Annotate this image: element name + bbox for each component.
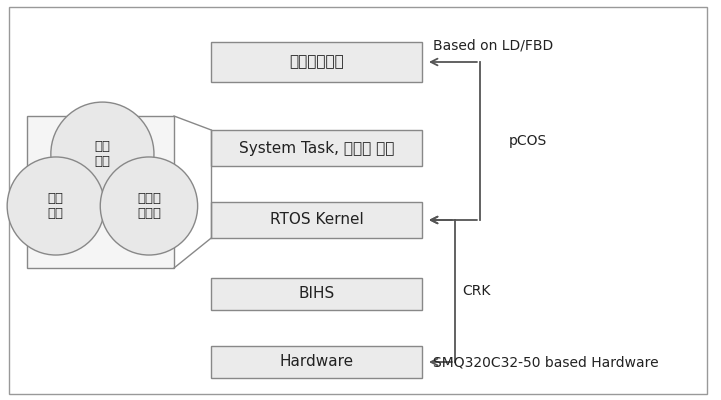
Text: 태스크
간통신: 태스크 간통신 [137,192,161,220]
Bar [211,346,423,378]
Ellipse shape [7,157,105,255]
Text: 문맥
전환: 문맥 전환 [48,192,64,220]
Text: CRK: CRK [462,284,490,298]
Bar [211,202,423,238]
Bar [27,116,174,268]
Text: Based on LD/FBD: Based on LD/FBD [433,39,554,53]
Ellipse shape [51,102,154,206]
Bar [211,278,423,310]
Bar [211,42,423,82]
Ellipse shape [100,157,198,255]
Text: Hardware: Hardware [280,354,354,370]
Text: 스케
줄러: 스케 줄러 [94,140,110,168]
Bar [211,130,423,166]
Text: System Task, 초기화 코드: System Task, 초기화 코드 [239,140,394,156]
Text: pCOS: pCOS [508,134,547,148]
Text: SMQ320C32-50 based Hardware: SMQ320C32-50 based Hardware [433,355,659,369]
Text: BIHS: BIHS [298,286,335,302]
Text: 응용프로그램: 응용프로그램 [290,54,344,70]
Text: RTOS Kernel: RTOS Kernel [270,212,364,228]
